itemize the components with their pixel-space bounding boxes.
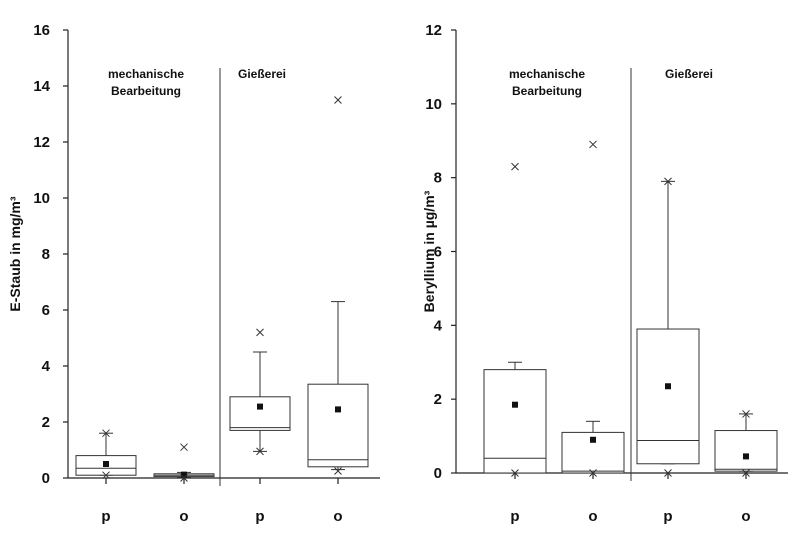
e-staub-chart: 0 2 4 6 8 10 12 14 16 E-Staub in mg/m³ mechanische…: [7, 22, 380, 525]
beryllium-chart: 0 2 4 6 8 10 12 Beryllium in µg/m³ mechanische Be…: [421, 22, 788, 525]
extreme-marker: [664, 469, 672, 477]
x-category-label: p: [101, 508, 110, 525]
y-tick-label: 4: [434, 317, 443, 334]
box: [714, 430, 778, 472]
mean-marker: [512, 401, 518, 408]
group-label: Gießerei: [665, 67, 713, 81]
extreme-marker: [180, 443, 188, 452]
mean-marker: [181, 471, 187, 478]
extreme-marker: [180, 474, 188, 482]
extreme-marker: [334, 467, 342, 475]
x-category-label: o: [588, 508, 597, 525]
mean-marker: [257, 403, 263, 410]
extreme-marker: [742, 410, 750, 418]
x-category-label: o: [333, 508, 342, 525]
x-category-label: o: [179, 508, 188, 525]
x-category-label: p: [663, 508, 672, 525]
group-label: mechanische: [509, 67, 585, 81]
y-tick-label: 10: [33, 190, 50, 207]
y-tick-label: 6: [42, 302, 50, 319]
y-tick-label: 2: [434, 391, 442, 408]
extreme-marker: [256, 328, 264, 337]
box: [636, 328, 700, 465]
box: [229, 396, 291, 431]
y-tick-label: 6: [434, 244, 442, 261]
box: [483, 369, 547, 474]
mean-marker: [743, 453, 749, 460]
mean-marker: [103, 461, 109, 467]
y-tick-label: 12: [425, 22, 442, 39]
y-tick-label: 8: [434, 170, 442, 187]
y-tick-label: 2: [42, 414, 50, 431]
group-label: Gießerei: [238, 67, 286, 81]
y-tick-label: 10: [425, 96, 442, 113]
y-tick-label: 14: [33, 78, 50, 95]
group-label: Bearbeitung: [111, 84, 181, 98]
extreme-marker: [589, 469, 597, 477]
y-tick-label: 16: [33, 22, 50, 39]
x-category-label: p: [510, 508, 519, 525]
extreme-marker: [664, 177, 672, 186]
y-tick-label: 8: [42, 246, 50, 263]
y-axis-label: E-Staub in mg/m³: [7, 196, 23, 311]
extreme-marker: [102, 429, 110, 438]
x-category-label: o: [741, 508, 750, 525]
group-label: Bearbeitung: [512, 84, 582, 98]
box: [307, 383, 369, 468]
group-label: mechanische: [108, 67, 184, 81]
y-axis-label: Beryllium in µg/m³: [421, 190, 437, 312]
extreme-marker: [102, 471, 110, 480]
extreme-marker: [511, 162, 519, 171]
y-tick-label: 4: [42, 358, 51, 375]
extreme-marker: [256, 447, 264, 456]
mean-marker: [335, 406, 341, 413]
extreme-marker: [589, 140, 597, 149]
y-tick-label: 12: [33, 134, 50, 151]
mean-marker: [590, 436, 596, 443]
y-tick-label: 0: [434, 465, 442, 482]
mean-marker: [665, 383, 671, 390]
x-category-label: p: [255, 508, 264, 525]
extreme-marker: [742, 469, 750, 477]
extreme-marker: [511, 469, 519, 477]
extreme-marker: [334, 96, 342, 104]
y-tick-label: 0: [42, 470, 50, 487]
